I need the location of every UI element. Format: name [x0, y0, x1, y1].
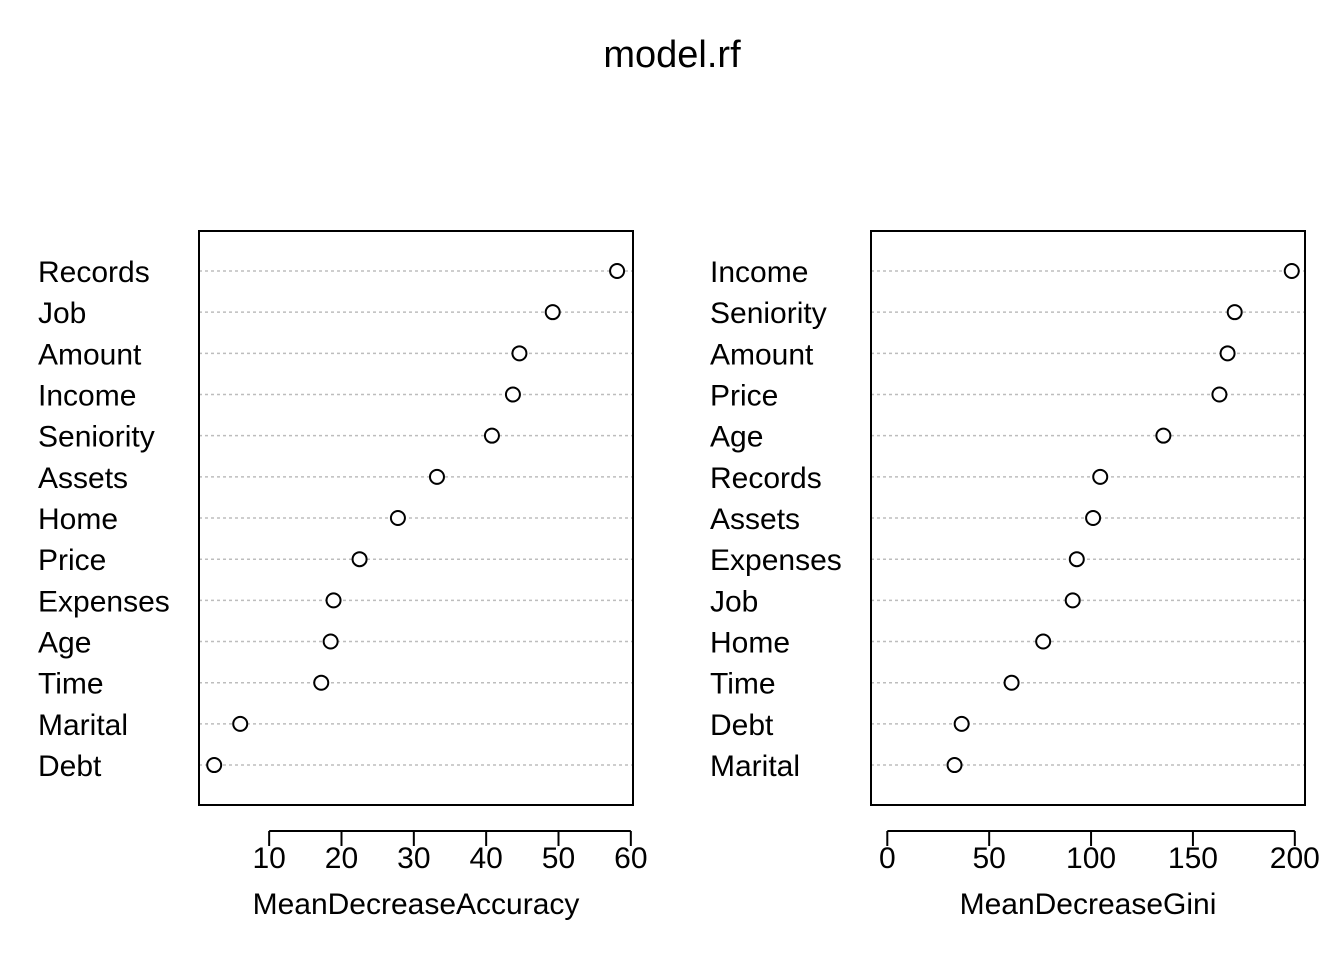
gini-panel: Income Seniority Amount Price Age Records Asse…: [710, 230, 1320, 921]
accuracy-point-amount: [511, 345, 528, 362]
accuracy-label-home: Home: [38, 503, 118, 536]
gini-x-tick-label: 100: [1066, 842, 1116, 875]
accuracy-panel: Records Job Amount Income Seniority Assets Hom…: [38, 230, 648, 921]
accuracy-label-assets: Assets: [38, 462, 128, 495]
accuracy-point-expenses: [325, 592, 342, 609]
gini-point-debt: [953, 715, 970, 732]
gini-point-income: [1283, 263, 1300, 279]
gini-x-tick-label: 50: [972, 842, 1005, 875]
gini-point-records: [1092, 468, 1109, 485]
accuracy-point-time: [313, 674, 330, 691]
gini-point-assets: [1085, 510, 1102, 527]
gini-label-debt: Debt: [710, 709, 774, 742]
gini-label-home: Home: [710, 627, 790, 660]
accuracy-label-seniority: Seniority: [38, 421, 155, 454]
gini-point-age: [1155, 427, 1172, 444]
accuracy-label-time: Time: [38, 668, 104, 701]
gini-point-marital: [946, 757, 963, 774]
gini-plot-frame: [870, 230, 1306, 806]
gini-point-home: [1035, 633, 1052, 650]
accuracy-x-tick-label: 40: [469, 842, 502, 875]
accuracy-x-axis-title: MeanDecreaseAccuracy: [253, 888, 580, 921]
gini-x-tick-label: 150: [1168, 842, 1218, 875]
gini-point-seniority: [1226, 304, 1243, 321]
gini-point-job: [1064, 592, 1081, 609]
chart-title: model.rf: [603, 34, 741, 76]
gini-point-time: [1003, 674, 1020, 691]
accuracy-label-job: Job: [38, 297, 86, 330]
gini-label-expenses: Expenses: [710, 544, 842, 577]
accuracy-point-age: [322, 633, 339, 650]
gini-label-job: Job: [710, 585, 758, 618]
gini-label-seniority: Seniority: [710, 297, 827, 330]
accuracy-label-records: Records: [38, 256, 150, 289]
gini-label-age: Age: [710, 421, 763, 454]
accuracy-label-income: Income: [38, 380, 136, 413]
gini-label-records: Records: [710, 462, 822, 495]
accuracy-point-assets: [428, 468, 445, 485]
gini-label-marital: Marital: [710, 750, 800, 783]
gini-x-tick-label: 0: [879, 842, 896, 875]
accuracy-label-marital: Marital: [38, 709, 128, 742]
accuracy-point-marital: [232, 715, 249, 732]
accuracy-label-price: Price: [38, 544, 106, 577]
accuracy-label-amount: Amount: [38, 338, 142, 371]
accuracy-x-tick-label: 10: [252, 842, 285, 875]
gini-point-amount: [1219, 345, 1236, 362]
accuracy-point-seniority: [483, 427, 500, 444]
gini-label-time: Time: [710, 668, 776, 701]
gini-label-income: Income: [710, 256, 808, 289]
gini-label-price: Price: [710, 380, 778, 413]
accuracy-point-home: [389, 510, 406, 527]
gini-label-amount: Amount: [710, 338, 814, 371]
gini-x-axis-title: MeanDecreaseGini: [960, 888, 1217, 921]
gini-x-tick-label: 200: [1270, 842, 1320, 875]
accuracy-label-age: Age: [38, 627, 91, 660]
accuracy-point-price: [351, 551, 368, 568]
accuracy-x-tick-label: 50: [542, 842, 575, 875]
accuracy-x-tick-label: 20: [325, 842, 358, 875]
gini-label-assets: Assets: [710, 503, 800, 536]
accuracy-x-tick-label: 30: [397, 842, 430, 875]
gini-point-expenses: [1068, 551, 1085, 568]
accuracy-point-debt: [206, 757, 223, 774]
gini-point-price: [1211, 386, 1228, 403]
accuracy-x-tick-label: 60: [614, 842, 647, 875]
accuracy-point-records: [609, 263, 626, 279]
accuracy-point-job: [544, 304, 561, 321]
accuracy-label-expenses: Expenses: [38, 585, 170, 618]
accuracy-plot-frame: [198, 230, 634, 806]
accuracy-label-debt: Debt: [38, 750, 102, 783]
accuracy-point-income: [504, 386, 521, 403]
